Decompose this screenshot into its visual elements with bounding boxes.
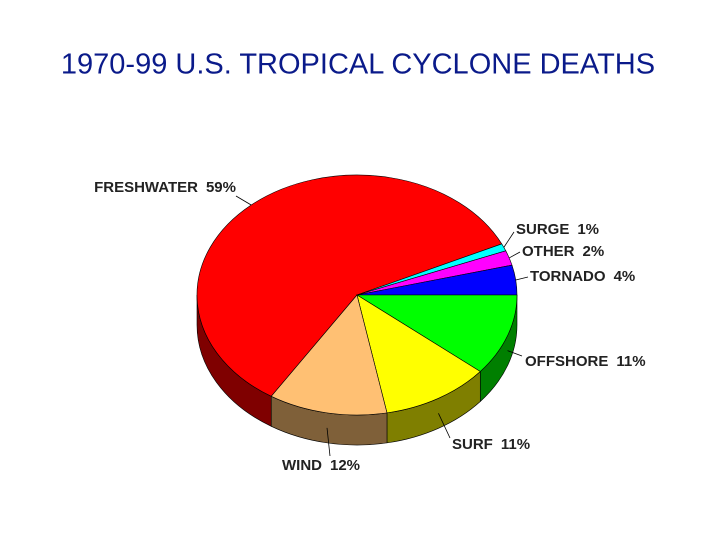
data-label: FRESHWATER 59%: [94, 179, 236, 196]
slice: [356, 294, 481, 414]
slice: [270, 294, 388, 416]
slice: [196, 174, 503, 397]
label-value: 11%: [616, 353, 645, 370]
leader-line: [507, 350, 523, 357]
data-label: OTHER 2%: [522, 243, 604, 260]
slice: [355, 294, 518, 372]
data-label: TORNADO 4%: [530, 268, 635, 285]
label-name: SURGE: [516, 221, 569, 238]
leader-line: [503, 231, 515, 248]
label-value: 12%: [330, 457, 360, 474]
leader-line: [438, 413, 451, 439]
data-label: WIND 12%: [282, 457, 360, 474]
label-name: OTHER: [522, 243, 575, 260]
label-name: SURF: [452, 436, 493, 453]
leader-line: [508, 251, 521, 259]
leader-line: [515, 276, 529, 281]
label-name: TORNADO: [530, 268, 606, 285]
label-name: FRESHWATER: [94, 179, 198, 196]
label-name: WIND: [282, 457, 322, 474]
label-value: 11%: [501, 436, 530, 453]
leader-line: [235, 195, 252, 206]
label-value: 4%: [614, 268, 636, 285]
label-value: 2%: [583, 243, 605, 260]
label-value: 1%: [577, 221, 599, 238]
data-label: OFFSHORE 11%: [525, 353, 646, 370]
leader-line: [326, 427, 331, 457]
data-label: SURF 11%: [452, 436, 530, 453]
label-name: OFFSHORE: [525, 353, 608, 370]
chart-title: 1970-99 U.S. TROPICAL CYCLONE DEATHS: [61, 49, 655, 81]
label-value: 59%: [206, 179, 236, 196]
data-label: SURGE 1%: [516, 221, 599, 238]
